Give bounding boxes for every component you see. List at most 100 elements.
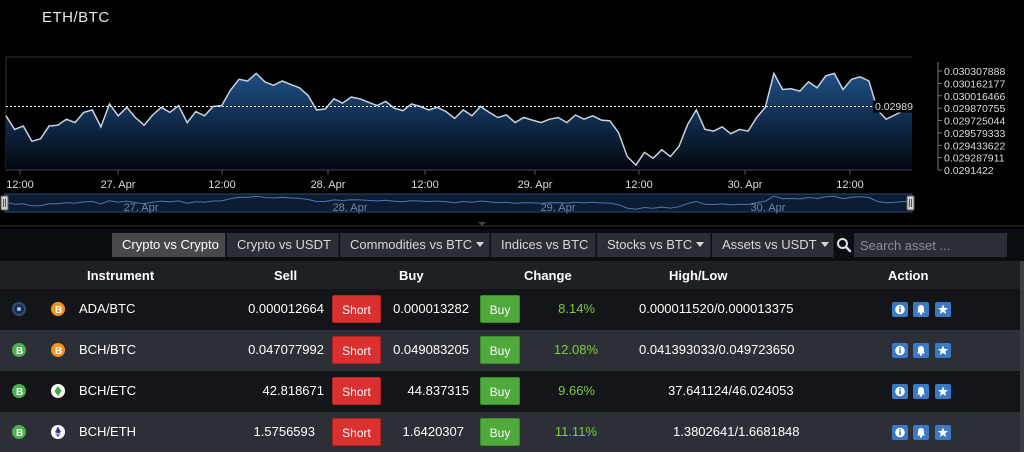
- sell-price: 0.047077992: [248, 342, 324, 357]
- navigator-line: [5, 195, 913, 210]
- price-chart[interactable]: 0.02989 0.0303078880.0301621770.03001646…: [0, 0, 1024, 228]
- bitcoin-glyph: B: [55, 346, 62, 357]
- header-high-low[interactable]: High/Low: [669, 268, 728, 283]
- buy-button[interactable]: Buy: [480, 336, 520, 364]
- tab-indices-vs-btc[interactable]: Indices vs BTC: [491, 233, 596, 257]
- tab-assets-vs-usdt[interactable]: Assets vs USDT: [712, 233, 834, 257]
- market-tab-bar: Crypto vs Crypto Crypto vs USDT Commodit…: [0, 229, 1024, 261]
- tab-label: Stocks vs BTC: [607, 237, 693, 252]
- info-button[interactable]: [892, 425, 908, 440]
- y-tick-label: 0.029870755: [944, 103, 1005, 115]
- bitcoin-cash-icon: B: [12, 343, 26, 357]
- x-tick-label: 28. Apr: [311, 179, 346, 191]
- instrument-name[interactable]: BCH/BTC: [79, 342, 137, 357]
- header-instrument[interactable]: Instrument: [87, 268, 155, 283]
- info-button[interactable]: [892, 384, 908, 399]
- instrument-name[interactable]: BCH/ETH: [79, 424, 137, 439]
- y-tick-label: 0.029433622: [944, 140, 1005, 152]
- favorite-button[interactable]: [935, 384, 951, 399]
- short-button[interactable]: Short: [332, 336, 381, 364]
- instrument-name[interactable]: BCH/ETC: [79, 383, 137, 398]
- ada-coin-icon: [12, 302, 26, 316]
- current-price-label: 0.02989: [875, 101, 913, 113]
- bitcoin-cash-icon: B: [12, 425, 26, 439]
- change-percent: 8.14%: [558, 301, 595, 316]
- search-box: [830, 233, 1007, 257]
- header-action: Action: [888, 268, 929, 283]
- navigator-right-handle[interactable]: [906, 195, 915, 211]
- high-low-range: 0.041393033/0.049723650: [639, 342, 795, 357]
- tab-label: Commodities vs BTC: [350, 237, 473, 252]
- y-tick-label: 0.030162177: [944, 78, 1005, 90]
- short-button[interactable]: Short: [332, 418, 381, 446]
- info-icon: [895, 345, 905, 356]
- buy-button[interactable]: Buy: [480, 377, 520, 405]
- search-input[interactable]: [854, 233, 1007, 257]
- x-tick-label: 12:00: [836, 179, 864, 191]
- ethereum-glyph: [55, 426, 61, 438]
- alert-button[interactable]: [913, 425, 929, 440]
- tab-label: Crypto vs USDT: [237, 237, 331, 252]
- chevron-down-icon: [476, 242, 485, 248]
- star-icon: [938, 304, 948, 314]
- bitcoin-cash-icon: B: [12, 384, 26, 398]
- star-icon: [938, 345, 948, 355]
- tab-crypto-vs-crypto[interactable]: Crypto vs Crypto: [112, 233, 226, 257]
- bell-icon: [917, 346, 925, 356]
- svg-text:B: B: [55, 305, 62, 316]
- table-row[interactable]: B BCH/ETH 1.5756593 Short 1.6420307 Buy …: [0, 412, 1024, 452]
- header-buy[interactable]: Buy: [399, 268, 424, 283]
- high-low-range: 0.000011520/0.000013375: [639, 301, 794, 316]
- x-tick-label: 12:00: [6, 179, 34, 191]
- info-button[interactable]: [892, 302, 908, 317]
- x-tick-label: 12:00: [411, 179, 439, 191]
- ada-coin-glyph: [17, 307, 21, 311]
- info-icon: [895, 386, 905, 397]
- star-icon: [938, 427, 948, 437]
- high-low-range: 1.3802641/1.6681848: [673, 424, 800, 439]
- search-icon[interactable]: [836, 237, 852, 253]
- tab-stocks-vs-btc[interactable]: Stocks vs BTC: [597, 233, 711, 257]
- navigator-left-handle[interactable]: [0, 195, 9, 211]
- y-tick-label: 0.029287911: [944, 153, 1005, 165]
- bitcoin-glyph: B: [55, 305, 62, 316]
- favorite-button[interactable]: [935, 343, 951, 358]
- svg-text:B: B: [16, 428, 23, 439]
- alert-button[interactable]: [913, 302, 929, 317]
- x-tick-label: 12:00: [625, 179, 653, 191]
- table-row[interactable]: B ADA/BTC 0.000012664 Short 0.000013282 …: [0, 289, 1024, 330]
- ethereum-classic-icon: [51, 384, 65, 398]
- chevron-down-icon: [696, 242, 705, 248]
- bell-icon: [917, 305, 925, 315]
- favorite-button[interactable]: [935, 425, 951, 440]
- alert-button[interactable]: [913, 343, 929, 358]
- favorite-button[interactable]: [935, 302, 951, 317]
- buy-price: 44.837315: [407, 383, 469, 398]
- tab-label: Indices vs BTC: [501, 237, 589, 252]
- instrument-name[interactable]: ADA/BTC: [79, 301, 136, 316]
- header-sell[interactable]: Sell: [274, 268, 298, 283]
- change-percent: 11.11%: [554, 424, 597, 439]
- buy-price: 0.000013282: [393, 301, 469, 316]
- short-button[interactable]: Short: [332, 295, 381, 323]
- svg-text:B: B: [16, 387, 23, 398]
- bitcoin-cash-glyph: B: [16, 428, 23, 439]
- price-area: [6, 73, 912, 170]
- buy-price: 0.049083205: [393, 342, 469, 357]
- short-button[interactable]: Short: [332, 377, 381, 405]
- tab-crypto-vs-usdt[interactable]: Crypto vs USDT: [227, 233, 339, 257]
- high-low-range: 37.641124/46.024053: [668, 383, 794, 398]
- buy-button[interactable]: Buy: [480, 418, 520, 446]
- x-tick-label: 27. Apr: [101, 179, 136, 191]
- table-row[interactable]: B BCH/ETC 42.818671 Short 44.837315 Buy …: [0, 371, 1024, 412]
- alert-button[interactable]: [913, 384, 929, 399]
- x-tick-label: 29. Apr: [518, 179, 553, 191]
- buy-button[interactable]: Buy: [480, 295, 520, 323]
- instrument-table: Instrument Sell Buy Change High/Low Acti…: [0, 261, 1024, 452]
- table-scrollbar[interactable]: [1020, 261, 1024, 452]
- x-tick-label: 12:00: [208, 179, 236, 191]
- info-button[interactable]: [892, 343, 908, 358]
- table-row[interactable]: B B BCH/BTC 0.047077992 Short 0.04908320…: [0, 330, 1024, 371]
- header-change[interactable]: Change: [524, 268, 572, 283]
- tab-commodities-vs-btc[interactable]: Commodities vs BTC: [340, 233, 490, 257]
